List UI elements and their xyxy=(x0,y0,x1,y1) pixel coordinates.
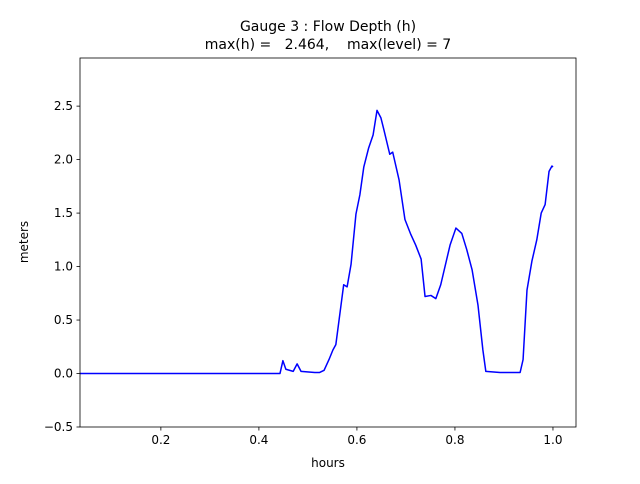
x-axis-label: hours xyxy=(311,456,345,470)
x-tick-label: 0.4 xyxy=(249,433,268,447)
chart-title: Gauge 3 : Flow Depth (h) xyxy=(240,19,416,35)
y-tick-label: 1.0 xyxy=(54,260,73,274)
y-tick-label: 1.5 xyxy=(54,206,73,220)
data-line xyxy=(80,109,554,375)
x-tick-label: 0.2 xyxy=(151,433,170,447)
y-tick-label: −0.5 xyxy=(44,420,73,434)
plot-frame xyxy=(79,57,577,428)
y-axis-label: meters xyxy=(17,221,31,263)
y-tick-label: 0.5 xyxy=(54,313,73,327)
x-tick-label: 0.8 xyxy=(445,433,464,447)
y-tick-label: 2.0 xyxy=(54,153,73,167)
y-tick-label: 0.0 xyxy=(54,367,73,381)
chart-subtitle: max(h) = 2.464, max(level) = 7 xyxy=(205,37,451,53)
x-tick-label: 0.6 xyxy=(347,433,366,447)
x-tick-label: 1.0 xyxy=(543,433,562,447)
y-tick-label: 2.5 xyxy=(54,99,73,113)
